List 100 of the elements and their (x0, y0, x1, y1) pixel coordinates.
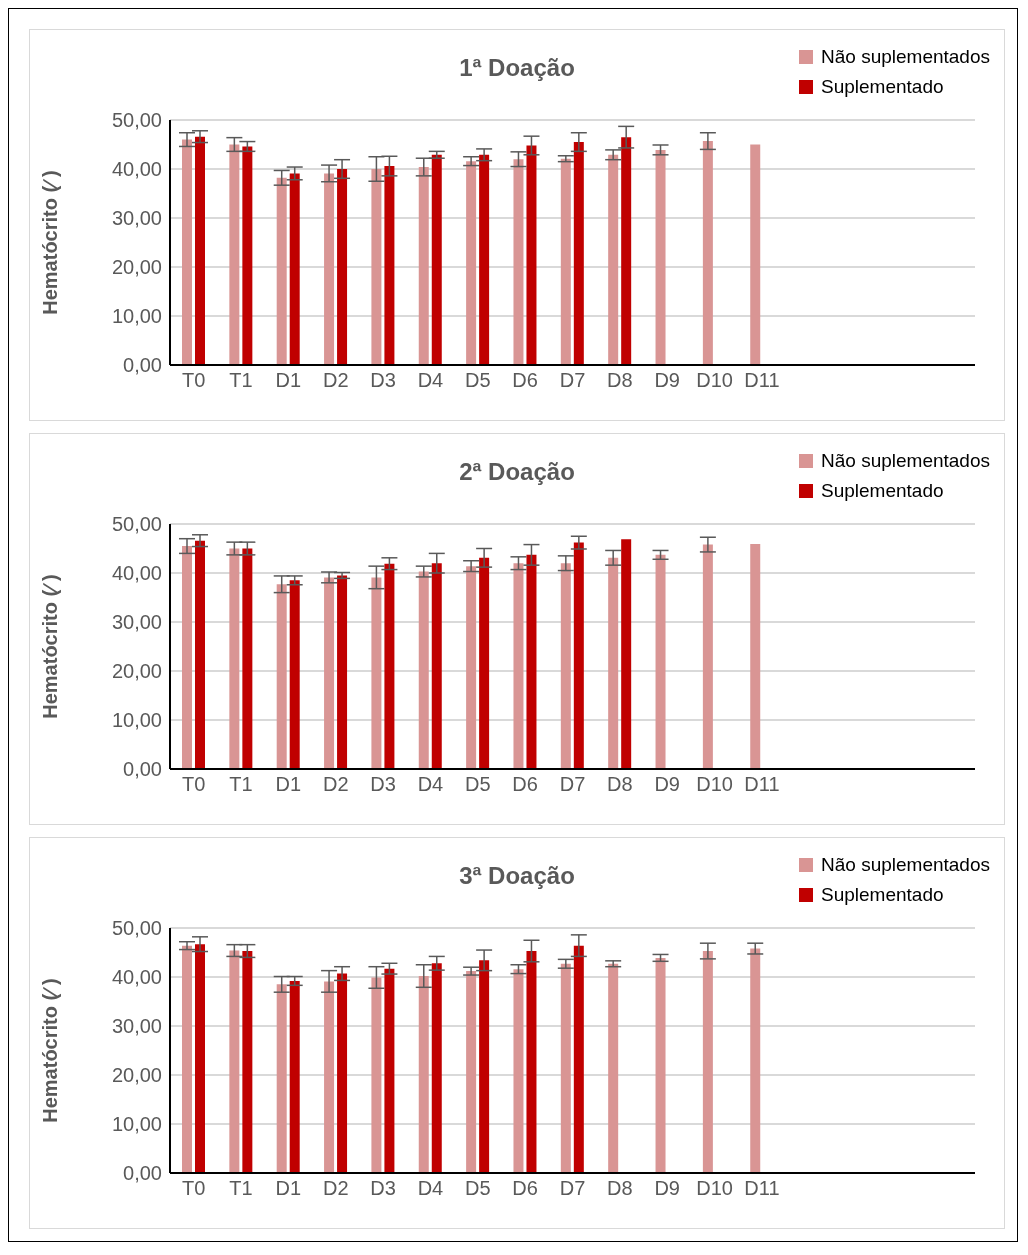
legend-label: Não suplementados (820, 449, 990, 473)
bar (702, 951, 713, 1173)
bar (431, 963, 442, 1173)
x-tick-label: D4 (417, 369, 444, 392)
legend-label: Suplementado (820, 479, 945, 503)
y-axis-title: Hematócrito (∕ ) (39, 170, 62, 315)
y-tick-label: 10,00 (111, 1113, 162, 1136)
bar (466, 971, 477, 1173)
bar (242, 548, 253, 769)
x-tick-label: T0 (182, 773, 206, 796)
bar (384, 166, 395, 365)
x-tick-label: D7 (559, 773, 586, 796)
bar (229, 950, 240, 1173)
legend-label: Suplementado (820, 883, 945, 907)
y-tick-label: 50,00 (111, 513, 162, 536)
y-tick-label: 30,00 (111, 611, 162, 634)
bar (750, 144, 761, 365)
bar (479, 960, 490, 1173)
bar (702, 141, 713, 365)
bar (621, 539, 632, 769)
x-tick-label: D8 (607, 773, 633, 796)
x-tick-label: T0 (182, 1177, 206, 1200)
x-tick-label: D6 (512, 773, 538, 796)
bar (182, 546, 192, 769)
x-tick-label: D5 (465, 773, 491, 796)
chart-title: 3ª Doação (459, 862, 575, 889)
x-tick-label: D11 (744, 369, 780, 392)
bar (750, 948, 761, 1173)
bar (608, 557, 619, 769)
bar (276, 584, 287, 769)
bar (371, 169, 382, 365)
bar (431, 154, 442, 365)
x-tick-label: D9 (654, 773, 680, 796)
y-tick-label: 40,00 (111, 966, 162, 989)
bar (371, 977, 382, 1173)
bar (513, 159, 524, 365)
bar (195, 136, 205, 365)
y-tick-label: 20,00 (111, 256, 162, 279)
x-tick-label: T0 (182, 369, 206, 392)
y-tick-label: 20,00 (111, 1064, 162, 1087)
x-tick-label: D11 (744, 1177, 780, 1200)
x-tick-label: T1 (229, 773, 253, 796)
bar (418, 167, 429, 365)
bar (702, 544, 713, 769)
x-tick-label: D4 (417, 773, 444, 796)
bar (573, 542, 584, 769)
y-tick-label: 10,00 (111, 305, 162, 328)
legend-label: Não suplementados (820, 853, 990, 877)
bar (276, 984, 287, 1173)
bar (560, 963, 571, 1173)
bar (573, 945, 584, 1173)
y-tick-label: 0,00 (123, 1162, 162, 1185)
x-tick-label: T1 (229, 1177, 253, 1200)
x-tick-label: D1 (275, 1177, 302, 1200)
x-tick-label: D11 (744, 773, 780, 796)
x-tick-label: D1 (275, 369, 302, 392)
bar (526, 951, 537, 1173)
y-tick-label: 50,00 (111, 917, 162, 940)
bar (337, 169, 348, 365)
x-tick-label: D9 (654, 1177, 680, 1200)
bar (384, 968, 395, 1173)
bar (526, 145, 537, 365)
bar (621, 137, 632, 365)
x-tick-label: D5 (465, 1177, 491, 1200)
x-tick-label: T1 (229, 369, 253, 392)
x-tick-label: D2 (322, 1177, 349, 1200)
x-tick-label: D8 (607, 1177, 633, 1200)
y-tick-label: 30,00 (111, 207, 162, 230)
y-tick-label: 0,00 (123, 758, 162, 781)
x-tick-label: D2 (322, 369, 349, 392)
bar (182, 139, 192, 365)
y-axis-title: Hematócrito (∕ ) (39, 978, 62, 1123)
y-tick-label: 0,00 (123, 354, 162, 377)
bar (229, 144, 240, 365)
y-axis-title: Hematócrito (∕ ) (39, 574, 62, 719)
bar (608, 963, 619, 1173)
x-tick-label: D6 (512, 369, 538, 392)
bar (513, 563, 524, 769)
x-tick-label: D5 (465, 369, 491, 392)
bar (750, 544, 761, 769)
bar (513, 969, 524, 1173)
x-tick-label: D3 (370, 369, 396, 392)
bar (371, 577, 382, 769)
bar (289, 980, 300, 1173)
bar (337, 575, 348, 769)
bar (229, 548, 240, 769)
x-tick-label: D10 (696, 1177, 733, 1200)
bar (466, 566, 477, 769)
y-tick-label: 40,00 (111, 562, 162, 585)
chart-title: 1ª Doação (459, 54, 575, 81)
bar (479, 154, 490, 365)
y-tick-label: 10,00 (111, 709, 162, 732)
x-tick-label: D10 (696, 369, 733, 392)
x-tick-label: D4 (417, 1177, 444, 1200)
chart-title: 2ª Doação (459, 458, 575, 485)
bar (655, 957, 666, 1173)
bar (289, 173, 300, 365)
bar (324, 981, 335, 1173)
bar (195, 540, 205, 769)
bar (418, 571, 429, 769)
